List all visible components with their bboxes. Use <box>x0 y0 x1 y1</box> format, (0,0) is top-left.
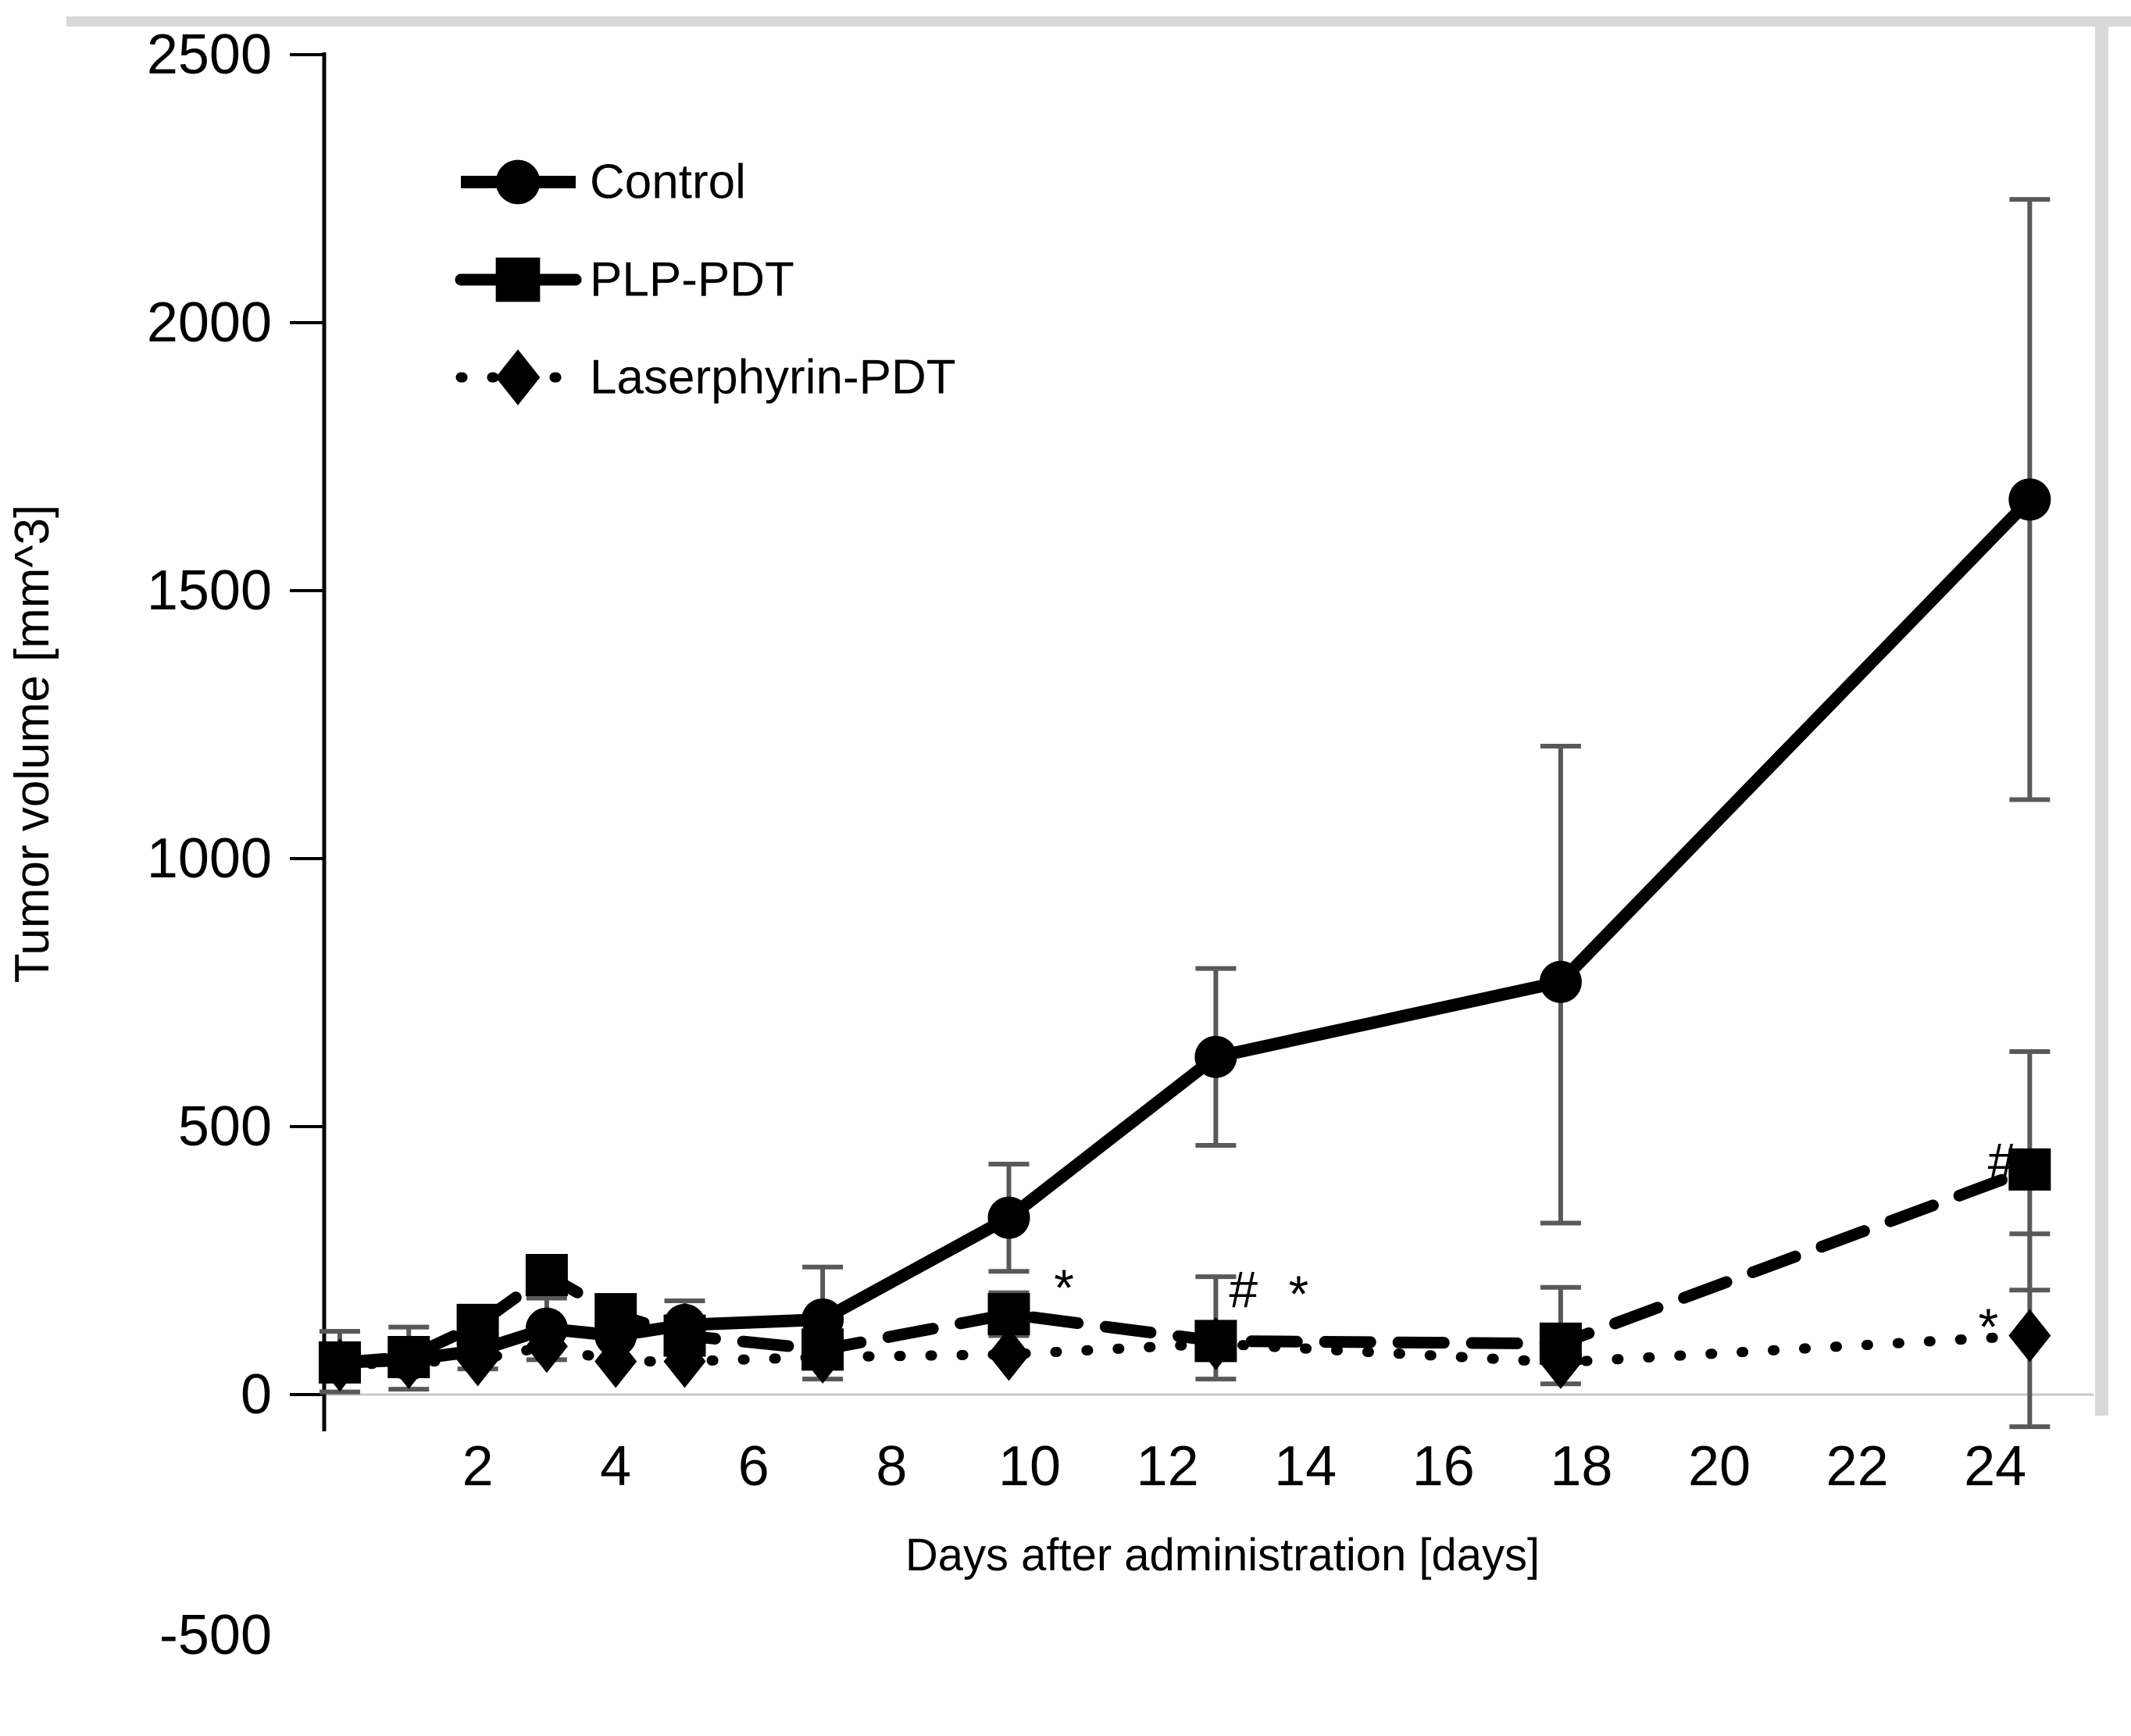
marker-Control-day9.7 <box>987 1196 1030 1239</box>
x-tick-label-4: 4 <box>600 1435 631 1498</box>
marker-Laserphyrin-PDT-day0 <box>319 1338 361 1392</box>
marker-PLP-PDT-day24.5 <box>2008 1148 2051 1191</box>
annotation-hash-1: # <box>1229 1260 1258 1318</box>
legend-entry-Control: Control <box>461 155 746 209</box>
legend-square-icon <box>495 257 541 302</box>
marker-Laserphyrin-PDT-day24.5 <box>2008 1309 2051 1363</box>
window-edge-artifact-right <box>2095 19 2108 1416</box>
marker-Control-day12.7 <box>1194 1035 1237 1078</box>
marker-Control-day24.5 <box>2008 478 2051 521</box>
marker-Laserphyrin-PDT-day4 <box>594 1334 637 1388</box>
annotation-hash-3: # <box>1988 1132 2017 1190</box>
legend-diamond-icon <box>495 349 541 405</box>
x-tick-label-22: 22 <box>1826 1435 1889 1498</box>
y-tick-label-1000: 1000 <box>147 827 272 890</box>
x-tick-label-14: 14 <box>1274 1435 1337 1498</box>
marker-Laserphyrin-PDT-day2 <box>456 1333 499 1387</box>
marker-Laserphyrin-PDT-day1 <box>387 1335 430 1389</box>
y-tick-label-2500: 2500 <box>147 23 272 86</box>
x-tick-label-2: 2 <box>462 1435 494 1498</box>
y-tick-label-500: 500 <box>178 1095 272 1158</box>
annotation-asterisk-0: * <box>1054 1259 1074 1316</box>
annotation-asterisk-2: * <box>1289 1265 1309 1323</box>
annotation-asterisk-4: * <box>1979 1298 1999 1356</box>
marker-PLP-PDT-day4 <box>594 1293 637 1336</box>
legend-circle-icon <box>495 159 541 205</box>
marker-Laserphyrin-PDT-day12.7 <box>1194 1316 1237 1370</box>
marker-Laserphyrin-PDT-day9.7 <box>987 1327 1030 1381</box>
legend-entry-Laserphyrin-PDT: Laserphyrin-PDT <box>455 349 956 405</box>
x-tick-label-12: 12 <box>1137 1435 1199 1498</box>
legend-label-Control: Control <box>590 155 746 209</box>
y-axis-title: Tumor volume [mm^3] <box>5 505 59 983</box>
x-tick-label-18: 18 <box>1550 1435 1612 1498</box>
marker-Laserphyrin-PDT-day7 <box>801 1330 844 1384</box>
x-tick-label-24: 24 <box>1964 1435 2026 1498</box>
y-tick-label-1500: 1500 <box>147 559 272 622</box>
legend-entry-PLP-PDT: PLP-PDT <box>455 253 794 307</box>
marker-PLP-PDT-day3 <box>525 1254 568 1297</box>
legend-label-PLP-PDT: PLP-PDT <box>590 253 794 307</box>
x-axis-title: Days after administration [days] <box>905 1530 1540 1581</box>
series-line-Control <box>339 495 2035 1369</box>
x-tick-label-20: 20 <box>1688 1435 1751 1498</box>
legend-label-Laserphyrin-PDT: Laserphyrin-PDT <box>590 351 956 405</box>
y-tick-label-2000: 2000 <box>147 291 272 354</box>
y-tick-label-0: 0 <box>241 1363 272 1426</box>
x-tick-label-6: 6 <box>738 1435 769 1498</box>
x-tick-label-16: 16 <box>1412 1435 1475 1498</box>
marker-Laserphyrin-PDT-day5 <box>663 1334 706 1388</box>
x-tick-label-10: 10 <box>998 1435 1061 1498</box>
marker-Control-day17.7 <box>1539 960 1582 1003</box>
window-edge-artifact-top <box>66 16 2131 27</box>
marker-Laserphyrin-PDT-day3 <box>525 1320 568 1373</box>
marker-Laserphyrin-PDT-day17.7 <box>1539 1335 1582 1389</box>
y-axis-floating-label-minus500: -500 <box>159 1604 272 1666</box>
x-tick-label-8: 8 <box>876 1435 907 1498</box>
